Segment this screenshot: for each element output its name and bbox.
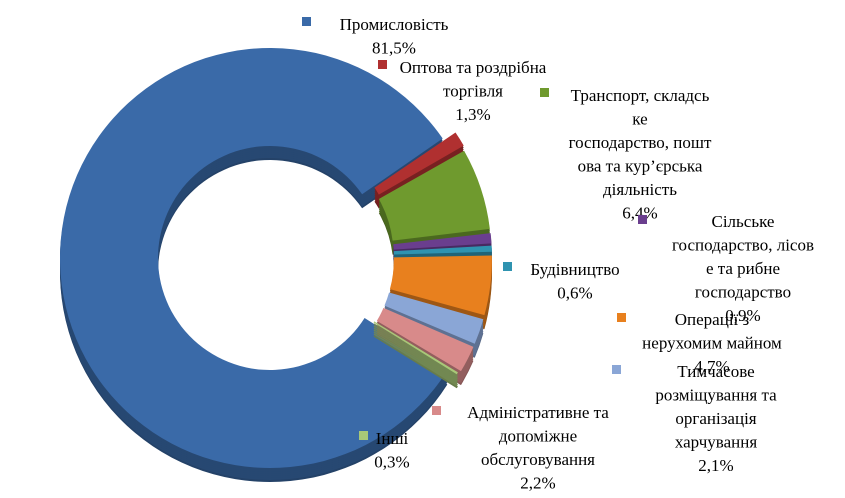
category-label-3: господарство <box>695 283 791 302</box>
slice-face-1 <box>374 132 464 195</box>
legend-marker-2 <box>540 88 549 97</box>
slice-face-3 <box>393 233 492 250</box>
category-label-4: Будівництво <box>530 260 619 279</box>
slice-face-4 <box>393 245 492 255</box>
category-label-1: Оптова та роздрібна <box>400 58 547 77</box>
category-label-6: Тимчасове <box>677 362 754 381</box>
slice-0 <box>59 48 448 483</box>
data-label-5: Операції з нерухомим майном 4,7% <box>617 310 782 376</box>
value-label-2: 6,4% <box>622 204 657 223</box>
value-label-4: 0,6% <box>557 284 592 303</box>
slice-face-8 <box>373 321 458 375</box>
slice-face-7 <box>376 307 474 372</box>
labels-layer: Промисловість 81,5%Оптова та роздрібна тор… <box>302 15 814 493</box>
data-label-1: Оптова та роздрібна торгівля 1,3% <box>378 58 547 124</box>
legend-marker-1 <box>378 60 387 69</box>
value-label-7: 2,2% <box>520 474 555 493</box>
legend-marker-0 <box>302 17 311 26</box>
value-label-3: 0,9% <box>725 306 760 325</box>
category-label-3: Сільське <box>712 212 775 231</box>
legend-marker-6 <box>612 365 621 374</box>
category-label-2: ке <box>632 110 647 129</box>
category-label-6: організація <box>675 409 756 428</box>
data-label-6: Тимчасове розміщування та організація харчу… <box>612 362 777 475</box>
data-label-7: Адміністративне та допоміжне обслуговуванн… <box>432 403 609 493</box>
slice-8 <box>373 321 458 389</box>
slice-face-6 <box>384 292 484 344</box>
legend-marker-8 <box>359 431 368 440</box>
category-label-2: господарство, пошт <box>569 133 712 152</box>
category-label-3: е та рибне <box>706 259 780 278</box>
value-label-6: 2,1% <box>698 456 733 475</box>
slice-face-2 <box>378 150 490 241</box>
legend-marker-3 <box>638 215 647 224</box>
data-label-4: Будівництво 0,6% <box>503 260 620 303</box>
slice-2 <box>378 150 490 255</box>
category-label-5: нерухомим майном <box>642 334 782 353</box>
category-label-7: допоміжне <box>499 427 577 446</box>
category-label-7: обслуговування <box>481 450 595 469</box>
value-label-0: 81,5% <box>372 39 416 58</box>
slice-face-0 <box>59 48 448 468</box>
category-label-2: Транспорт, складсь <box>571 86 710 105</box>
data-label-8: Інші 0,3% <box>359 429 410 472</box>
value-label-5: 4,7% <box>694 357 729 376</box>
category-label-2: ова та кур’єрська <box>578 157 703 176</box>
category-label-7: Адміністративне та <box>467 403 609 422</box>
slice-5 <box>389 255 492 330</box>
category-label-1: торгівля <box>443 82 503 101</box>
category-label-3: господарство, лісов <box>672 236 814 255</box>
slice-side-8 <box>373 335 458 389</box>
legend-marker-7 <box>432 406 441 415</box>
data-label-2: Транспорт, складсь ке господарство, пошт ов… <box>540 86 712 223</box>
slice-face-5 <box>389 255 492 316</box>
legend-marker-5 <box>617 313 626 322</box>
slices-layer <box>59 48 492 483</box>
category-label-2: діяльність <box>603 180 677 199</box>
value-label-1: 1,3% <box>455 105 490 124</box>
data-label-0: Промисловість 81,5% <box>302 15 449 58</box>
value-label-8: 0,3% <box>374 453 409 472</box>
category-label-6: харчування <box>675 433 757 452</box>
category-label-8: Інші <box>376 429 409 448</box>
category-label-0: Промисловість <box>340 15 449 34</box>
category-label-6: розміщування та <box>655 386 777 405</box>
data-label-3: Сільське господарство, лісов е та рибне гос… <box>638 212 814 325</box>
legend-marker-4 <box>503 262 512 271</box>
category-label-5: Операції з <box>675 310 750 329</box>
